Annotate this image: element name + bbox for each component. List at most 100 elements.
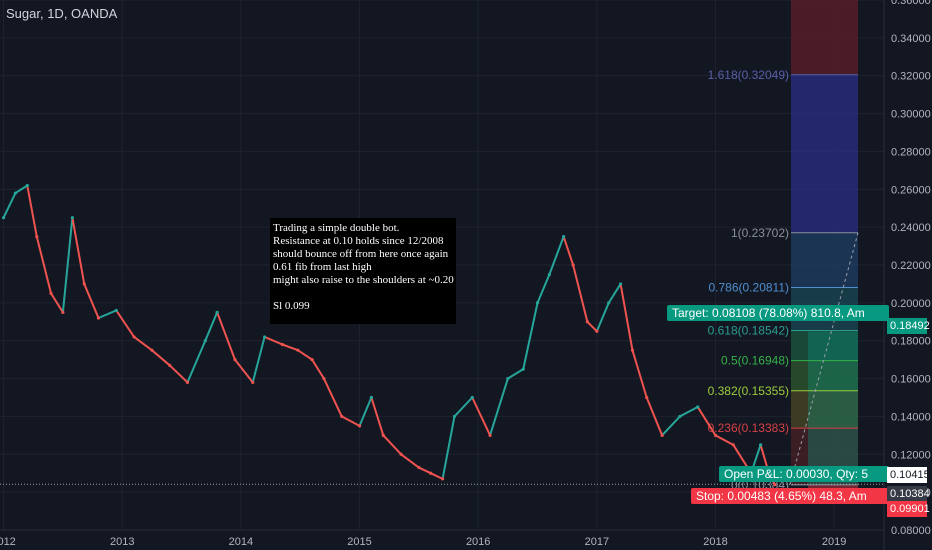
- price-point: [185, 380, 190, 384]
- price-segment: [400, 453, 420, 469]
- target-label[interactable]: Target: 0.08108 (78.08%) 810.8, Am: [667, 305, 889, 321]
- price-segment: [281, 343, 299, 352]
- price-segment: [417, 466, 432, 475]
- price-segment: [322, 377, 343, 418]
- price-segment: [251, 335, 266, 384]
- projection-line: [789, 232, 859, 485]
- price-point: [645, 395, 649, 400]
- y-tick-label: 0.28000: [891, 146, 931, 158]
- y-tick-label: 0.18000: [891, 336, 931, 348]
- price-segment: [631, 349, 648, 399]
- price-point: [521, 367, 525, 371]
- price-segment: [83, 282, 100, 319]
- price-point: [132, 335, 136, 339]
- note-line: 0.61 fib from last high: [273, 261, 372, 273]
- stop-label[interactable]: Stop: 0.00483 (4.65%) 48.3, Am: [691, 488, 889, 504]
- chart-title: Sugar, 1D, OANDA: [6, 6, 118, 21]
- price-point: [506, 376, 510, 381]
- price-segment: [263, 335, 284, 346]
- price-point: [678, 414, 682, 419]
- price-point: [440, 477, 445, 481]
- price-segment: [678, 405, 699, 418]
- price-point: [595, 329, 599, 333]
- note-line: Resistance at 0.10 holds since 12/2008: [273, 235, 444, 247]
- price-segment: [522, 301, 539, 371]
- price-segment: [536, 273, 551, 304]
- price-point: [280, 342, 285, 347]
- price-point: [470, 395, 474, 400]
- fib-band: [791, 390, 858, 429]
- price-point: [488, 433, 492, 437]
- price-point: [562, 235, 566, 239]
- x-tick-label: 2016: [466, 536, 490, 548]
- stop-price-tag: 0.09901: [887, 501, 930, 517]
- y-tick-label: 0.20000: [891, 298, 931, 310]
- price-point: [322, 376, 326, 381]
- price-point: [618, 282, 623, 286]
- price-segment: [370, 396, 385, 437]
- target-price-tag: 0.18492: [887, 318, 930, 334]
- y-axis: 0.080000.100000.120000.140000.160000.180…: [891, 0, 931, 537]
- fib-level-label: 1(0.23702): [731, 226, 789, 240]
- price-segment: [562, 235, 575, 266]
- price-point: [731, 443, 735, 447]
- y-tick-label: 0.08000: [891, 525, 931, 537]
- note-line: Sl 0.099: [273, 300, 310, 312]
- price-segment: [168, 364, 189, 384]
- price-point: [340, 414, 344, 419]
- note-line: might also raise to the shoulders at ~0.…: [273, 274, 454, 286]
- y-tick-label: 0.22000: [891, 260, 931, 272]
- fib-level-label: 0.382(0.15355): [708, 384, 789, 398]
- price-segment: [296, 349, 314, 361]
- price-segment: [696, 405, 717, 437]
- price-point: [25, 183, 29, 188]
- price-segment: [358, 396, 373, 427]
- fib-band: [791, 232, 858, 288]
- price-segment: [340, 415, 361, 427]
- price-point: [417, 465, 421, 470]
- price-segment: [216, 311, 236, 361]
- price-segment: [453, 396, 474, 418]
- annotation-note[interactable]: Trading a simple double bot. Resistance …: [270, 218, 456, 324]
- price-segment: [115, 309, 136, 338]
- price-segment: [506, 368, 525, 380]
- price-segment: [489, 377, 509, 437]
- y-tick-label: 0.32000: [891, 71, 931, 83]
- entry-price-tag: 0.10384: [887, 486, 930, 502]
- price-point: [758, 443, 763, 447]
- price-point: [114, 308, 118, 313]
- price-segment: [441, 415, 456, 480]
- price-point: [35, 235, 39, 239]
- price-segment: [595, 301, 610, 333]
- price-point: [547, 272, 551, 277]
- price-point: [381, 433, 385, 437]
- price-segment: [311, 358, 325, 380]
- y-tick-label: 0.36000: [891, 0, 931, 7]
- price-segment: [714, 434, 735, 446]
- note-line: should bounce off from here once again: [273, 248, 449, 260]
- price-point: [150, 348, 154, 352]
- price-segment: [645, 396, 664, 437]
- x-tick-label: 2018: [703, 536, 727, 548]
- x-tick-label: 2019: [822, 536, 846, 548]
- price-segment: [607, 282, 622, 304]
- x-tick-label: 2015: [347, 536, 371, 548]
- price-point: [82, 282, 86, 286]
- price-point: [607, 301, 611, 305]
- open-pl-label[interactable]: Open P&L: 0.00030, Qty: 5: [719, 466, 889, 482]
- price-segment: [50, 292, 64, 314]
- price-segment: [204, 311, 219, 342]
- price-segment: [61, 216, 74, 314]
- price-point: [13, 191, 18, 195]
- price-point: [571, 263, 575, 267]
- fib-level-label: 0.786(0.20811): [708, 281, 789, 295]
- price-point: [713, 433, 718, 437]
- price-segment: [14, 184, 29, 195]
- x-tick-label: 2012: [0, 536, 16, 548]
- price-segment: [429, 472, 444, 480]
- price-segment: [619, 282, 634, 352]
- price-segment: [548, 235, 565, 276]
- profit-zone: [808, 331, 858, 485]
- price-segment: [586, 320, 598, 333]
